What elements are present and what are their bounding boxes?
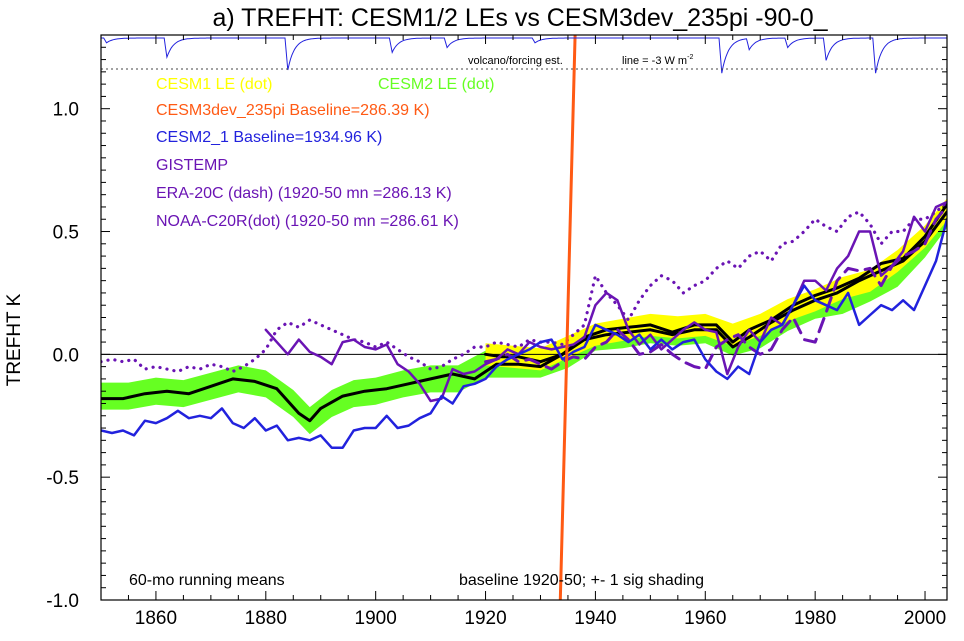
x-tick-label: 2000 bbox=[904, 608, 946, 629]
x-tick-label: 1860 bbox=[135, 608, 177, 629]
forcing-label-superscript: -2 bbox=[687, 54, 693, 61]
y-tick-label: -1.0 bbox=[46, 591, 79, 612]
note-baseline: baseline 1920-50; +- 1 sig shading bbox=[459, 572, 704, 589]
legend-entry: CESM2 LE (dot) bbox=[378, 76, 494, 93]
legend-entry: CESM1 LE (dot) bbox=[156, 76, 272, 93]
x-tick-label: 1960 bbox=[684, 608, 726, 629]
y-tick-label: 0.0 bbox=[53, 345, 79, 366]
x-tick-label: 1880 bbox=[245, 608, 287, 629]
x-tick-label: 1900 bbox=[355, 608, 397, 629]
forcing-label: line = -3 W m-2 bbox=[622, 54, 693, 67]
y-tick-label: 1.0 bbox=[53, 100, 79, 121]
x-tick-label: 1920 bbox=[464, 608, 506, 629]
series-cesm3dev-235pi bbox=[558, 35, 577, 600]
series-gistemp bbox=[264, 200, 947, 403]
legend-entry: CESM2_1 Baseline=1934.96 K) bbox=[156, 129, 382, 146]
x-tick-label: 1940 bbox=[574, 608, 616, 629]
y-tick-label: -0.5 bbox=[46, 468, 79, 489]
series-cesm2-1 bbox=[101, 217, 947, 449]
forcing-layer bbox=[101, 37, 947, 74]
forcing-line bbox=[101, 37, 947, 74]
legend-entry: NOAA-C20R(dot) (1920-50 mn =286.61 K) bbox=[156, 213, 459, 230]
lines-layer bbox=[101, 35, 947, 600]
legend-entry: ERA-20C (dash) (1920-50 mn =286.13 K) bbox=[156, 185, 452, 202]
volcano-label: volcano/forcing est. bbox=[468, 55, 563, 67]
y-tick-label: 0.5 bbox=[53, 223, 79, 244]
legend-entry: GISTEMP bbox=[156, 157, 228, 174]
series-cesm2-le-mean bbox=[101, 210, 947, 423]
legend: CESM1 LE (dot) CESM2 LE (dot) CESM3dev_235… bbox=[156, 76, 494, 230]
x-tick-label: 1980 bbox=[794, 608, 836, 629]
legend-entry: CESM3dev_235pi Baseline=286.39 K) bbox=[156, 102, 430, 119]
chart-title: a) TREFHT: CESM1/2 LEs vs CESM3dev_235pi… bbox=[212, 4, 828, 32]
y-axis-label: TREFHT K bbox=[4, 293, 25, 386]
note-running-means: 60-mo running means bbox=[129, 572, 285, 589]
series-era-20c-dash bbox=[484, 205, 947, 371]
axes: 1860 1880 1900 1920 1940 1960 1980 2000 -1.0 -0.5… bbox=[46, 34, 948, 629]
